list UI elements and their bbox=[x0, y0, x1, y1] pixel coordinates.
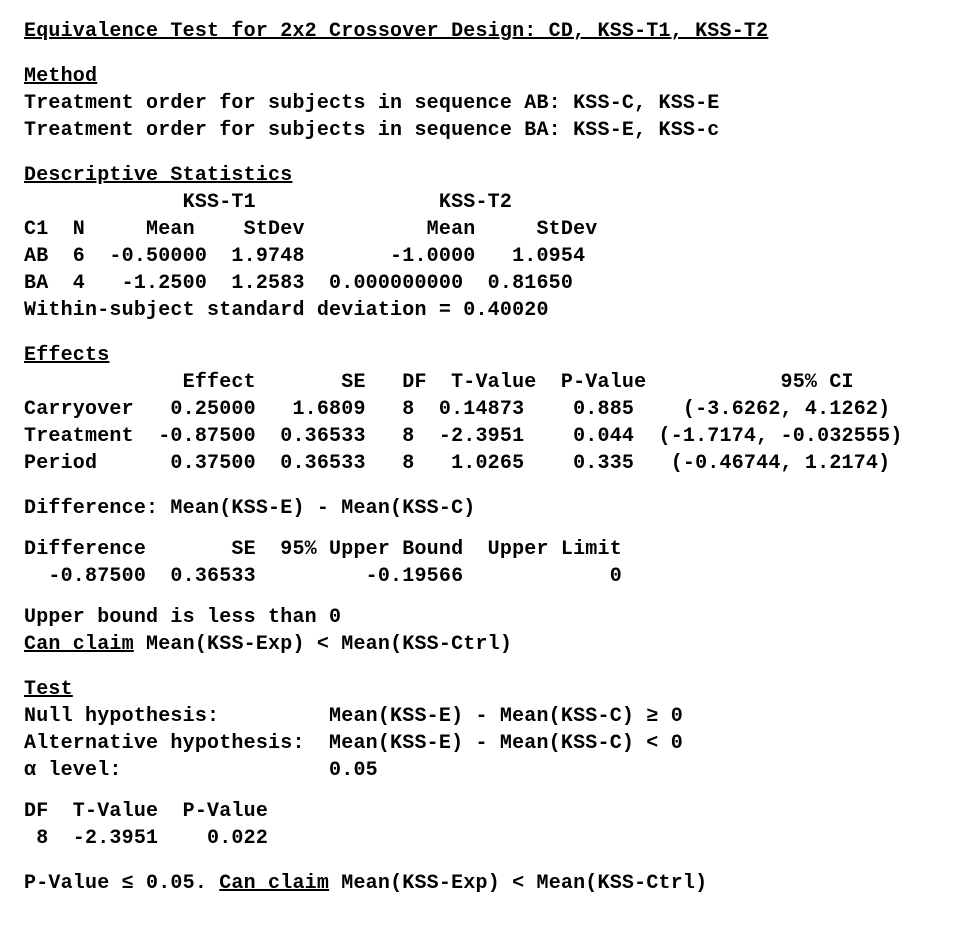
method-line-1: Treatment order for subjects in sequence… bbox=[24, 90, 960, 117]
method-heading: Method bbox=[24, 63, 960, 90]
test-alpha-level: α level: 0.05 bbox=[24, 757, 960, 784]
difference-value-row: -0.87500 0.36533 -0.19566 0 bbox=[24, 563, 960, 590]
method-section: Method Treatment order for subjects in s… bbox=[24, 63, 960, 144]
difference-section: Difference: Mean(KSS-E) - Mean(KSS-C) Di… bbox=[24, 495, 960, 658]
claim-1: Can claim Mean(KSS-Exp) < Mean(KSS-Ctrl) bbox=[24, 631, 960, 658]
effects-heading: Effects bbox=[24, 342, 960, 369]
effects-header-row: Effect SE DF T-Value P-Value 95% CI bbox=[24, 369, 960, 396]
desc-within-sd: Within-subject standard deviation = 0.40… bbox=[24, 297, 960, 324]
final-claim-underlined: Can claim bbox=[219, 872, 329, 895]
final-claim-prefix: P-Value ≤ 0.05. bbox=[24, 872, 219, 895]
test-section: Test Null hypothesis: Mean(KSS-E) - Mean… bbox=[24, 676, 960, 852]
descriptive-stats-heading: Descriptive Statistics bbox=[24, 162, 960, 189]
difference-definition: Difference: Mean(KSS-E) - Mean(KSS-C) bbox=[24, 495, 960, 522]
effects-section: Effects Effect SE DF T-Value P-Value 95%… bbox=[24, 342, 960, 477]
desc-header-row: C1 N Mean StDev Mean StDev bbox=[24, 216, 960, 243]
page-title: Equivalence Test for 2x2 Crossover Desig… bbox=[24, 18, 960, 45]
desc-row-ab: AB 6 -0.50000 1.9748 -1.0000 1.0954 bbox=[24, 243, 960, 270]
claim-1-underlined: Can claim bbox=[24, 633, 134, 656]
descriptive-stats-section: Descriptive Statistics KSS-T1 KSS-T2 C1 … bbox=[24, 162, 960, 324]
difference-header-row: Difference SE 95% Upper Bound Upper Limi… bbox=[24, 536, 960, 563]
desc-group-row: KSS-T1 KSS-T2 bbox=[24, 189, 960, 216]
upper-bound-note: Upper bound is less than 0 bbox=[24, 604, 960, 631]
desc-row-ba: BA 4 -1.2500 1.2583 0.000000000 0.81650 bbox=[24, 270, 960, 297]
test-heading: Test bbox=[24, 676, 960, 703]
effects-row-treatment: Treatment -0.87500 0.36533 8 -2.3951 0.0… bbox=[24, 423, 960, 450]
effects-row-period: Period 0.37500 0.36533 8 1.0265 0.335 (-… bbox=[24, 450, 960, 477]
final-claim: P-Value ≤ 0.05. Can claim Mean(KSS-Exp) … bbox=[24, 870, 960, 897]
effects-row-carryover: Carryover 0.25000 1.6809 8 0.14873 0.885… bbox=[24, 396, 960, 423]
test-alt-hypothesis: Alternative hypothesis: Mean(KSS-E) - Me… bbox=[24, 730, 960, 757]
final-claim-rest: Mean(KSS-Exp) < Mean(KSS-Ctrl) bbox=[329, 872, 707, 895]
test-stat-header: DF T-Value P-Value bbox=[24, 798, 960, 825]
test-null-hypothesis: Null hypothesis: Mean(KSS-E) - Mean(KSS-… bbox=[24, 703, 960, 730]
test-stat-row: 8 -2.3951 0.022 bbox=[24, 825, 960, 852]
claim-1-rest: Mean(KSS-Exp) < Mean(KSS-Ctrl) bbox=[134, 633, 512, 656]
method-line-2: Treatment order for subjects in sequence… bbox=[24, 117, 960, 144]
